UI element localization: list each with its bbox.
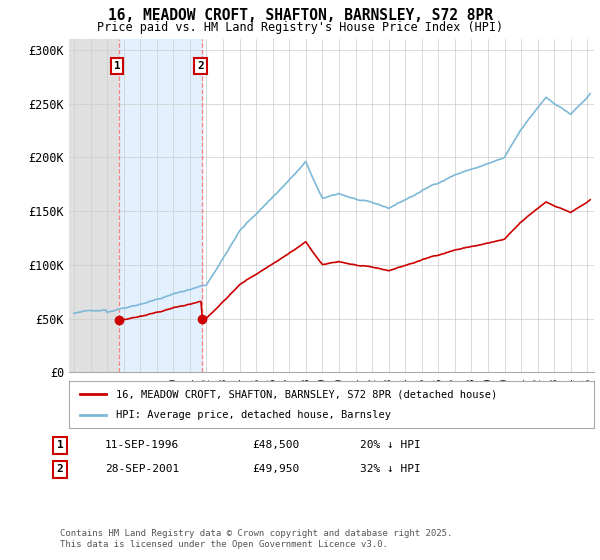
Text: £49,950: £49,950 (252, 464, 299, 474)
Text: 20% ↓ HPI: 20% ↓ HPI (360, 440, 421, 450)
Text: 2: 2 (56, 464, 64, 474)
Text: 1: 1 (114, 61, 121, 71)
Text: 11-SEP-1996: 11-SEP-1996 (105, 440, 179, 450)
Bar (119, 39, 202, 372)
Text: 32% ↓ HPI: 32% ↓ HPI (360, 464, 421, 474)
Bar (69, 39, 119, 372)
Text: £48,500: £48,500 (252, 440, 299, 450)
Text: 28-SEP-2001: 28-SEP-2001 (105, 464, 179, 474)
Text: 2: 2 (197, 61, 204, 71)
Text: 16, MEADOW CROFT, SHAFTON, BARNSLEY, S72 8PR (detached house): 16, MEADOW CROFT, SHAFTON, BARNSLEY, S72… (116, 389, 497, 399)
Text: Price paid vs. HM Land Registry's House Price Index (HPI): Price paid vs. HM Land Registry's House … (97, 21, 503, 34)
Text: Contains HM Land Registry data © Crown copyright and database right 2025.
This d: Contains HM Land Registry data © Crown c… (60, 529, 452, 549)
Text: 1: 1 (56, 440, 64, 450)
Text: HPI: Average price, detached house, Barnsley: HPI: Average price, detached house, Barn… (116, 410, 391, 420)
Text: 16, MEADOW CROFT, SHAFTON, BARNSLEY, S72 8PR: 16, MEADOW CROFT, SHAFTON, BARNSLEY, S72… (107, 8, 493, 24)
